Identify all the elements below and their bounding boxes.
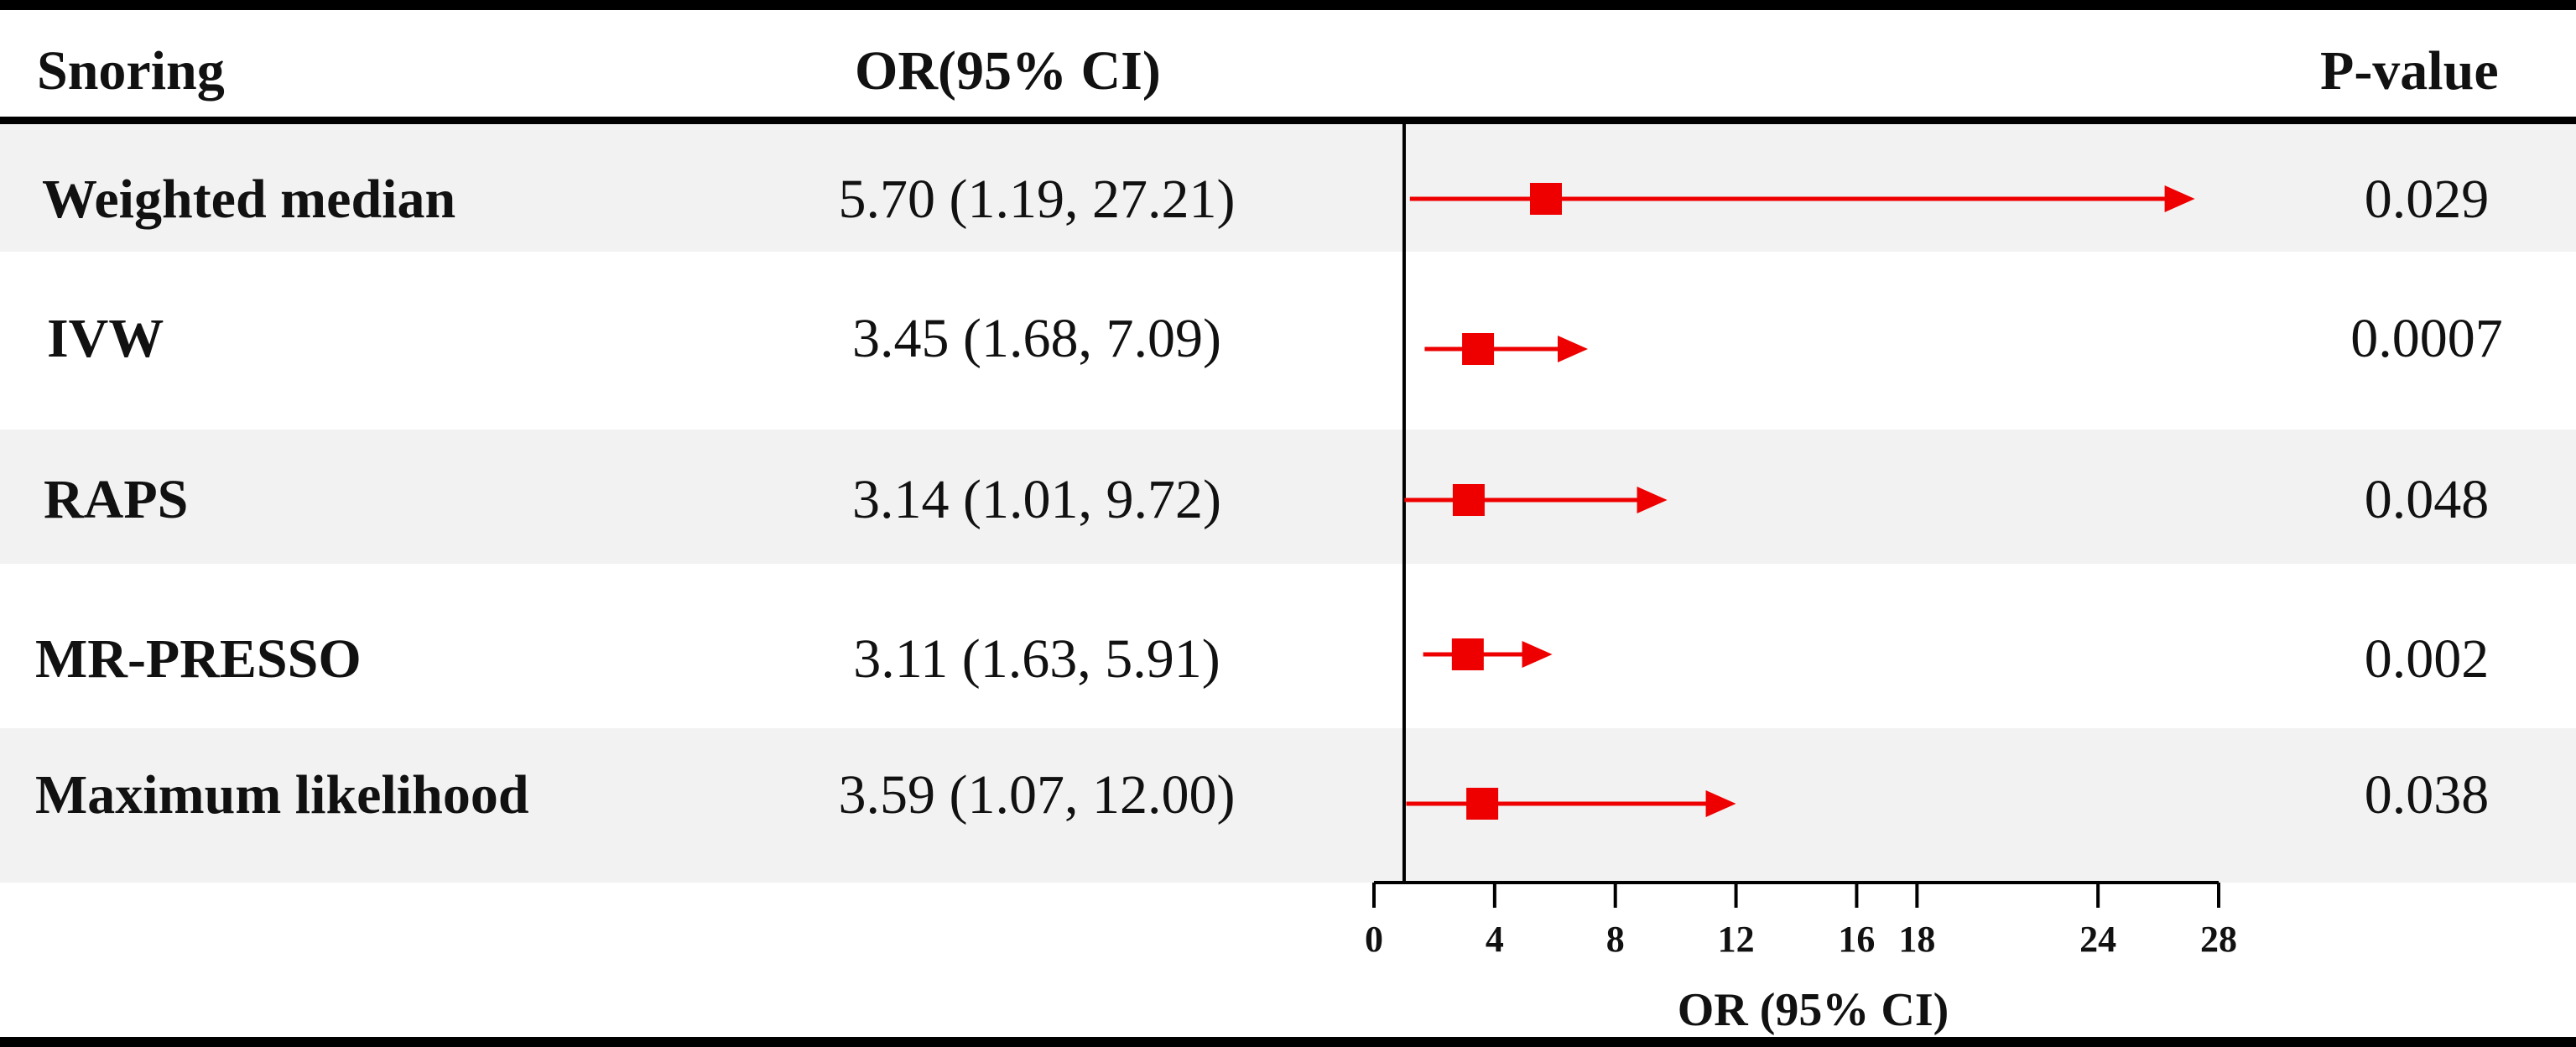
row-band-1: [0, 124, 2576, 252]
top-rule: [0, 0, 2576, 10]
ci-arrow: [1705, 790, 1736, 817]
row-or-ci: 3.59 (1.07, 12.00): [838, 764, 1236, 826]
row-p-value: 0.029: [2364, 169, 2490, 230]
x-axis-label: OR (95% CI): [1678, 984, 1949, 1036]
row-method: MR-PRESSO: [35, 628, 362, 690]
point-estimate: [1466, 788, 1499, 820]
x-tick-label: 28: [2200, 919, 2237, 960]
x-tick-label: 4: [1486, 919, 1504, 960]
row-method: RAPS: [44, 469, 189, 530]
row-method: Weighted median: [42, 169, 456, 230]
x-tick-label: 16: [1838, 919, 1875, 960]
row-or-ci: 5.70 (1.19, 27.21): [838, 169, 1236, 230]
row-or-ci: 3.11 (1.63, 5.91): [853, 628, 1220, 690]
x-tick-label: 0: [1365, 919, 1383, 960]
point-estimate: [1462, 333, 1495, 365]
x-tick-label: 8: [1606, 919, 1625, 960]
ci-arrow: [1557, 336, 1588, 362]
ci-arrow: [1637, 487, 1668, 513]
header-rule: [0, 117, 2576, 124]
row-p-value: 0.0007: [2350, 308, 2503, 369]
header-method: Snoring: [37, 40, 225, 102]
row-band-5: [0, 728, 2576, 883]
x-tick-label: 24: [2079, 919, 2116, 960]
point-estimate: [1451, 638, 1484, 670]
point-estimate: [1452, 484, 1485, 516]
ci-arrow: [2164, 185, 2195, 212]
x-tick-label: 12: [1718, 919, 1755, 960]
bottom-rule: [0, 1037, 2576, 1047]
point-estimate: [1529, 183, 1562, 215]
row-p-value: 0.038: [2364, 764, 2490, 826]
row-band-3: [0, 430, 2576, 564]
row-or-ci: 3.45 (1.68, 7.09): [852, 308, 1221, 369]
row-method: IVW: [47, 308, 164, 369]
row-or-ci: 3.14 (1.01, 9.72): [852, 469, 1221, 530]
row-p-value: 0.048: [2364, 469, 2490, 530]
header-or-ci: OR(95% CI): [855, 40, 1161, 102]
ci-arrow: [1522, 641, 1553, 668]
row-method: Maximum likelihood: [35, 764, 529, 826]
x-tick-label: 18: [1898, 919, 1935, 960]
row-p-value: 0.002: [2364, 628, 2490, 690]
header-p-value: P-value: [2320, 40, 2499, 102]
